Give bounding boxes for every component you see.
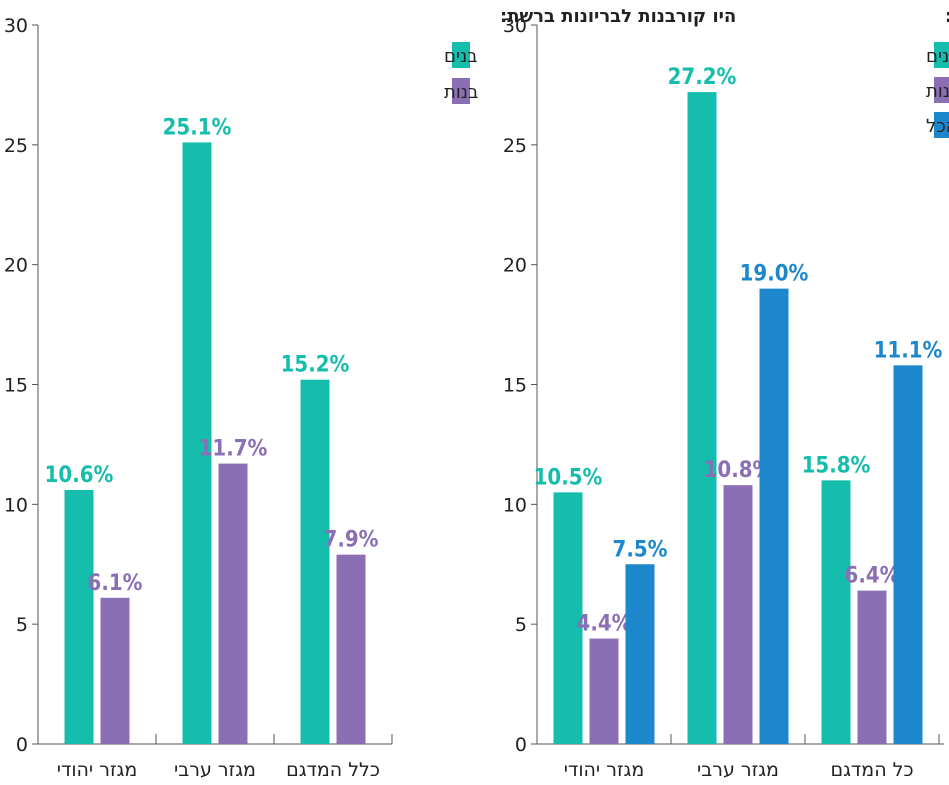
- y-tick-label: 10: [503, 494, 527, 516]
- x-category-label: מגזר ערבי: [697, 759, 779, 781]
- bar: [218, 463, 248, 744]
- x-category-label: כלל המדגם: [286, 759, 380, 781]
- x-category-label: מגזר יהודי: [564, 759, 645, 781]
- x-category-label: מגזר יהודי: [57, 759, 138, 781]
- bar-value-label: 6.4%: [845, 564, 900, 589]
- y-tick-label: 5: [16, 614, 28, 636]
- bar: [336, 554, 366, 744]
- y-tick-label: 15: [503, 375, 527, 397]
- y-tick-label: 20: [503, 255, 527, 277]
- legend-label: סך הכל: [926, 116, 949, 137]
- bar: [100, 597, 130, 744]
- bar-value-label: 11.1%: [874, 338, 943, 363]
- bar: [182, 142, 212, 745]
- y-tick-label: 20: [4, 255, 28, 277]
- bar-value-label: 27.2%: [668, 65, 737, 90]
- bar-value-label: 15.8%: [802, 453, 871, 478]
- y-tick-label: 30: [4, 15, 28, 37]
- chart-title: היו קורבנות לבריונות ברשת:: [500, 6, 736, 27]
- legend-label: בנים: [926, 46, 949, 67]
- bar-value-label: 10.6%: [45, 463, 114, 488]
- legend-swatch: [452, 42, 470, 68]
- y-tick-label: 25: [4, 135, 28, 157]
- legend-label: בנים: [444, 46, 478, 67]
- y-tick-label: 5: [515, 614, 527, 636]
- y-tick-label: 30: [503, 15, 527, 37]
- bar: [300, 379, 330, 744]
- legend-label: בנות: [444, 82, 478, 103]
- y-tick-label: 15: [4, 375, 28, 397]
- x-category-label: מגזר ערבי: [174, 759, 256, 781]
- bar: [687, 92, 717, 744]
- bar-value-label: 19.0%: [740, 262, 809, 287]
- legend-swatch: [452, 78, 470, 104]
- bar-value-label: 7.9%: [324, 528, 379, 553]
- bar: [723, 485, 753, 744]
- bar-value-label: 7.5%: [613, 537, 668, 562]
- bar: [893, 365, 923, 744]
- chart-title: השתתפו בבריונות ברשת:: [945, 6, 949, 27]
- bar-value-label: 4.4%: [577, 612, 632, 637]
- x-category-label: כל המדגם: [830, 759, 913, 781]
- bar: [759, 288, 789, 744]
- y-tick-label: 10: [4, 494, 28, 516]
- bar-value-label: 6.1%: [88, 571, 143, 596]
- bar-value-label: 25.1%: [163, 115, 232, 140]
- bar: [821, 480, 851, 744]
- chart-participants: 0 5 10 15 20 25 30 מגזר יהודי 10.5% 4.4% 7.5% מגזר …: [503, 6, 949, 781]
- bar: [553, 492, 583, 744]
- legend-swatch: [934, 112, 949, 138]
- legend-swatch: [934, 77, 949, 103]
- bar-value-label: 15.2%: [281, 353, 350, 378]
- chart-victims: 0 5 10 15 20 25 30 מגזר יהודי 10.6% 6.1% מגזר ערבי…: [4, 6, 736, 781]
- y-tick-label: 25: [503, 135, 527, 157]
- bar: [64, 489, 94, 744]
- bar: [589, 638, 619, 744]
- legend-label: בנות: [926, 81, 949, 102]
- y-tick-label: 0: [16, 734, 28, 756]
- bar-value-label: 11.7%: [199, 437, 268, 462]
- bar: [857, 590, 887, 744]
- legend-swatch: [934, 42, 949, 68]
- y-tick-label: 0: [515, 734, 527, 756]
- bar: [625, 564, 655, 744]
- bar-value-label: 10.5%: [534, 465, 603, 490]
